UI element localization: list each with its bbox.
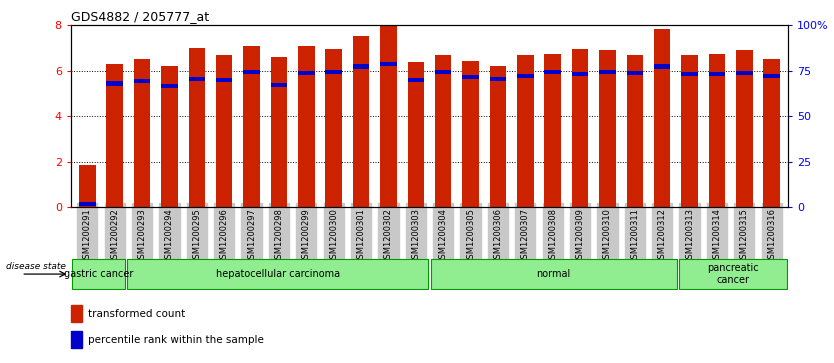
Bar <box>79 165 96 207</box>
Bar <box>216 78 233 82</box>
Bar <box>435 55 451 207</box>
Bar <box>380 62 397 66</box>
Bar <box>545 70 561 74</box>
Bar <box>490 77 506 81</box>
Bar <box>133 60 150 207</box>
Bar <box>545 54 561 207</box>
Bar <box>572 72 588 77</box>
Bar <box>133 79 150 83</box>
Bar <box>600 50 615 207</box>
Text: gastric cancer: gastric cancer <box>63 269 133 279</box>
Bar <box>188 48 205 207</box>
Bar <box>490 66 506 207</box>
Text: disease state: disease state <box>6 262 65 272</box>
Bar <box>216 55 233 207</box>
Bar <box>161 84 178 88</box>
Bar <box>325 49 342 207</box>
Bar <box>244 70 259 74</box>
Bar <box>188 77 205 81</box>
Text: pancreatic
cancer: pancreatic cancer <box>707 263 759 285</box>
Text: hepatocellular carcinoma: hepatocellular carcinoma <box>216 269 339 279</box>
Text: normal: normal <box>536 269 570 279</box>
Bar <box>626 55 643 207</box>
FancyBboxPatch shape <box>679 259 787 289</box>
Bar <box>681 72 698 77</box>
Bar <box>709 54 726 207</box>
Text: GDS4882 / 205777_at: GDS4882 / 205777_at <box>71 10 209 23</box>
FancyBboxPatch shape <box>430 259 676 289</box>
Bar <box>271 82 287 87</box>
Bar <box>353 65 369 69</box>
Bar <box>572 49 588 207</box>
Bar <box>298 46 314 207</box>
FancyBboxPatch shape <box>72 259 125 289</box>
Bar <box>763 60 780 207</box>
Bar <box>709 72 726 77</box>
Bar <box>600 70 615 74</box>
Bar <box>435 70 451 74</box>
Bar <box>736 71 752 75</box>
Bar <box>107 64 123 207</box>
FancyBboxPatch shape <box>127 259 429 289</box>
Bar <box>736 50 752 207</box>
Bar <box>107 81 123 86</box>
Bar <box>462 61 479 207</box>
Bar <box>161 66 178 207</box>
Bar <box>462 75 479 79</box>
Bar <box>244 46 259 207</box>
Text: transformed count: transformed count <box>88 309 186 319</box>
Bar <box>71 305 82 322</box>
Bar <box>763 73 780 78</box>
Bar <box>626 71 643 75</box>
Bar <box>380 25 397 207</box>
Bar <box>325 70 342 74</box>
Bar <box>408 78 424 82</box>
Bar <box>79 202 96 206</box>
Bar <box>517 73 534 78</box>
Bar <box>517 55 534 207</box>
Bar <box>408 62 424 207</box>
Bar <box>298 71 314 75</box>
Bar <box>654 29 671 207</box>
Bar <box>681 55 698 207</box>
Bar <box>654 65 671 69</box>
Bar <box>353 36 369 207</box>
Bar <box>271 57 287 207</box>
Bar <box>71 331 82 348</box>
Text: percentile rank within the sample: percentile rank within the sample <box>88 335 264 344</box>
